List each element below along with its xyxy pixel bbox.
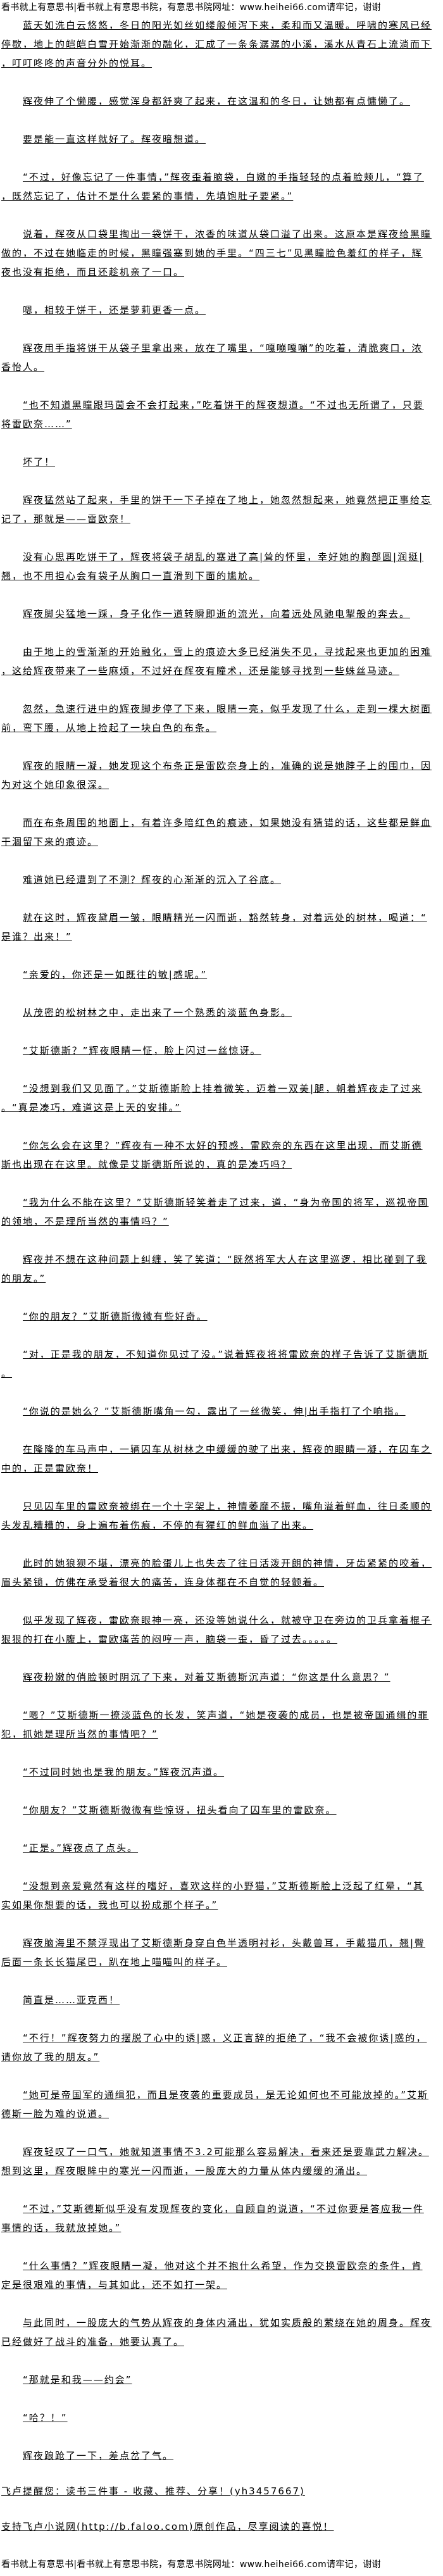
site-banner-top: 看书就上有意思书|看书就上有意思书院，有意思书院网址：www.heihei66.… [1,3,381,13]
chapter-content: 蓝天如洗白云悠悠，冬日的阳光如丝如缕般倾泻下来，柔和而又温暖。呼啸的寒风已经停歇… [0,16,433,2536]
story-paragraph: 此时的她狼狈不堪，漂亮的脸蛋儿上也失去了往日活泼开朗的神情，牙齿紧紧的咬着，眉头… [1,1558,432,1588]
story-paragraph: “不过，”艾斯德斯似乎没有发现辉夜的变化，自顾自的说道，“不过你要是答应我一件事… [1,2203,424,2234]
story-paragraph: 辉夜脑海里不禁浮现出了艾斯德斯身穿白色半透明衬衫，头戴兽耳，手戴猫爪，翘|臀后面… [1,1937,426,1968]
story-paragraph: 蓝天如洗白云悠悠，冬日的阳光如丝如缕般倾泻下来，柔和而又温暖。呼啸的寒风已经停歇… [1,20,432,69]
story-paragraph: 似乎发现了辉夜，雷欧奈眼神一亮，还没等她说什么，就被守卫在旁边的卫兵拿着棍子狠狠… [1,1615,432,1645]
footer-note-faloo-support: 支持飞卢小说网(http://b.faloo.com)原创作品，尽享阅读的喜悦！ [1,2521,334,2532]
story-paragraph: “亲爱的，你还是一如既往的敏|感呢。” [23,969,208,980]
story-paragraph: “不过同时她也是我的朋友。”辉夜沉声道。 [23,1766,225,1778]
story-paragraph: “我为什么不能在这里？”艾斯德斯轻笑着走了过来，道，“身为帝国的将军，巡视帝国的… [1,1197,429,1227]
story-paragraph: “你怎么会在这里？”辉夜有一种不太好的预感，雷欧奈的东西在这里出现，而艾斯德斯也… [1,1140,423,1170]
story-paragraph: 没有心思再吃饼干了，辉夜将袋子胡乱的塞进了高|耸的怀里，幸好她的胸部圆|润挺|翘… [1,551,424,582]
story-paragraph: 坏了！ [23,456,56,468]
story-paragraph: 辉夜猛然站了起来，手里的饼干一下子掉在了地上，她忽然想起来，她竟然把正事给忘记了… [1,494,432,525]
story-paragraph: 要是能一直这样就好了。辉夜暗想道。 [23,134,206,145]
story-paragraph: “艾斯德斯？”辉夜眼睛一怔，脸上闪过一丝惊讶。 [23,1045,261,1056]
paragraph-list: 蓝天如洗白云悠悠，冬日的阳光如丝如缕般倾泻下来，柔和而又温暖。呼啸的寒风已经停歇… [1,16,433,2465]
story-paragraph: 由于地上的雪渐渐的开始融化，雪上的痕迹大多已经消失不见，寻找起来也更加的困难，这… [1,646,432,677]
story-paragraph: 辉夜踉跄了一下，差点岔了气。 [23,2450,174,2461]
story-paragraph: 说着，辉夜从口袋里掏出一袋饼干，浓香的味道从袋口溢了出来。这原本是辉夜给黑瞳做的… [1,228,432,278]
story-paragraph: 辉夜用手指将饼干从袋子里拿出来，放在了嘴里，“嘎嘣嘎嘣”的吃着，清脆爽口，浓香怡… [1,342,423,373]
story-paragraph: 从茂密的松树林之中，走出来了一个熟悉的淡蓝色身影。 [23,1007,292,1018]
story-paragraph: “你的朋友？”艾斯德斯微微有些好奇。 [23,1311,208,1322]
story-paragraph: “你说的是她么？”艾斯德斯嘴角一勾，露出了一丝微笑，伸|出手指打了个响指。 [23,1406,406,1417]
story-paragraph: 辉夜伸了个懒腰，感觉浑身都舒爽了起来，在这温和的冬日，让她都有点慵懒了。 [23,96,411,107]
footer-note-faloo-reminder: 飞卢提醒您：读书三件事 - 收藏、推荐、分享！(yh3457667) [1,2485,305,2497]
story-paragraph: “也不知道黑瞳跟玛茵会不会打起来，”吃着饼干的辉夜想道。“不过也无所谓了，只要将… [1,399,424,430]
story-paragraph: “没想到我们又见面了。”艾斯德斯脸上挂着微笑，迈着一双美|腿，朝着辉夜走了过来。… [1,1083,423,1113]
story-paragraph: 而在布条周围的地面上，有着许多暗红色的痕迹，如果她没有猜错的话，这些都是鲜血干涸… [1,817,432,847]
story-paragraph: “哈？！” [23,2412,68,2423]
story-paragraph: 与此同时，一股庞大的气势从辉夜的身体内涌出，犹如实质般的萦绕在她的周身。辉夜已经… [1,2317,432,2348]
story-paragraph: “不行！”辉夜努力的摆脱了心中的诱|惑，义正言辞的拒绝了，“我不会被你诱|惑的，… [1,2032,427,2063]
site-banner-bottom: 看书就上有意思书|看书就上有意思书院，有意思书院网址：www.heihei66.… [1,2560,381,2570]
story-paragraph: 辉夜轻叹了一口气，她就知道事情不3.2可能那么容易解决，看来还是要靠武力解决。想… [1,2146,429,2177]
story-paragraph: 难道她已经遭到了不测？辉夜的心渐渐的沉入了谷底。 [23,874,282,885]
story-paragraph: “那就是和我——约会” [23,2374,132,2385]
story-paragraph: 忽然，急速行进中的辉夜脚步停了下来，眼睛一亮，似乎发现了什么，走到一棵大树面前，… [1,703,432,734]
story-paragraph: “没想到亲爱竟然有这样的嗜好，喜欢这样的小野猫，”艾斯德斯脸上泛起了红晕，“其实… [1,1880,424,1911]
story-paragraph: 辉夜粉嫩的俏脸顿时阴沉了下来，对着艾斯德斯沉声道：“你这是什么意思？” [23,1672,390,1683]
story-paragraph: 嗯，相较于饼干，还是萝莉更香一点。 [23,304,206,316]
story-paragraph: “她可是帝国军的通缉犯，而且是夜袭的重要成员，是无论如何也不可能放掉的。”艾斯德… [1,2089,429,2120]
story-paragraph: “不过，好像忘记了一件事情，”辉夜歪着脑袋，白嫩的手指轻轻的点着脸颊儿，“算了，… [1,172,424,202]
story-paragraph: “什么事情？”辉夜眼睛一凝，他对这个并不抱什么希望，作为交换雷欧奈的条件，肯定是… [1,2260,423,2291]
story-paragraph: “你朋友？”艾斯德斯微微有些惊讶，扭头看向了囚车里的雷欧奈。 [23,1804,337,1816]
story-paragraph: “对，正是我的朋友，不知道你见过了没。”说着辉夜将将雷欧奈的样子告诉了艾斯德斯。 [1,1349,429,1379]
story-paragraph: 辉夜脚尖猛地一踩，身子化作一道转瞬即逝的流光，向着远处风驰电掣般的奔去。 [23,608,411,620]
story-paragraph: 辉夜并不想在这种问题上纠缠，笑了笑道：“既然将军大人在这里巡逻，相比碰到了我的朋… [1,1254,427,1284]
story-paragraph: 只见囚车里的雷欧奈被绑在一个十字架上，神情萎靡不振，嘴角溢着鲜血，往日柔顺的头发… [1,1501,432,1531]
story-paragraph: 简直是……亚克西！ [23,1994,120,2006]
story-paragraph: 辉夜的眼睛一凝，她发现这个布条正是雷欧奈身上的，准确的说是她脖子上的围巾，因为对… [1,760,432,791]
story-paragraph: 就在这时，辉夜黛眉一皱，眼睛精光一闪而逝，豁然转身，对着远处的树林，喝道：“是谁… [1,912,427,942]
story-paragraph: “嗯？”艾斯德斯一撩淡蓝色的长发，笑声道，“她是夜袭的成员，也是被帝国通缉的罪犯… [1,1710,429,1740]
story-paragraph: “正是。”辉夜点了点头。 [23,1842,139,1854]
story-paragraph: 在隆隆的车马声中，一辆囚车从树林之中缓缓的驶了出来，辉夜的眼睛一凝，在囚车之中的… [1,1444,432,1474]
